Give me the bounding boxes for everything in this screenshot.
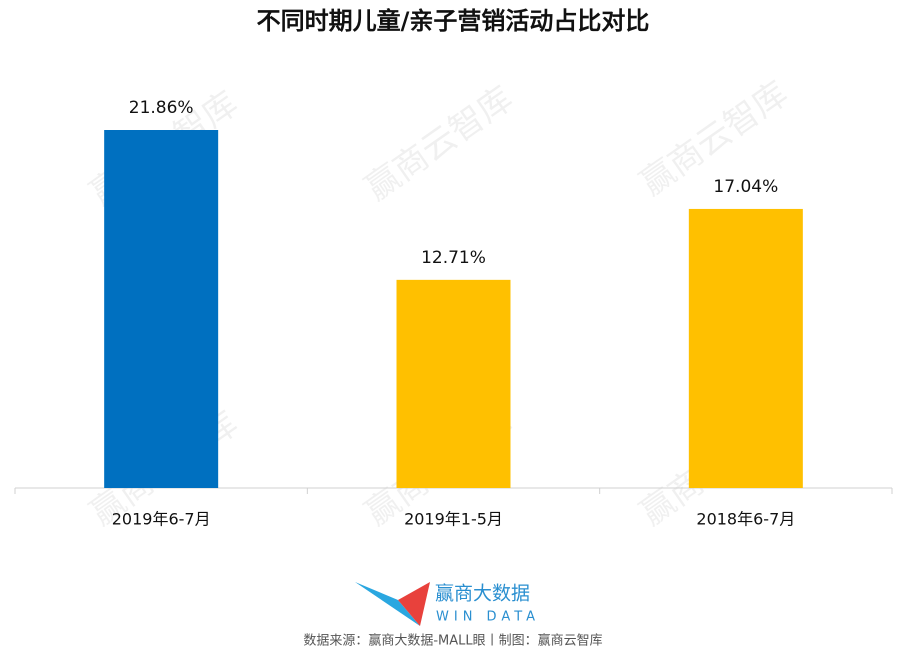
logo-subtext: WIN DATA [436,610,540,625]
bar [396,279,511,488]
watermark: 赢商云智库 [358,79,520,209]
logo-red [398,582,430,626]
value-label: 21.86% [129,98,194,118]
x-tick-label: 2019年6-7月 [112,510,211,529]
logo [355,582,430,626]
x-tick-label: 2019年1-5月 [404,510,503,529]
logo-blue [355,582,420,626]
bar [688,208,803,488]
bar [104,130,219,488]
chart-title: 不同时期儿童/亲子营销活动占比对比 [257,7,650,35]
value-label: 12.71% [421,248,486,268]
logo-text: 赢商大数据 [435,583,530,605]
x-tick-label: 2018年6-7月 [696,510,795,529]
value-label: 17.04% [713,177,778,197]
source: 数据来源：赢商大数据-MALL眼丨制图：赢商云智库 [303,633,602,649]
